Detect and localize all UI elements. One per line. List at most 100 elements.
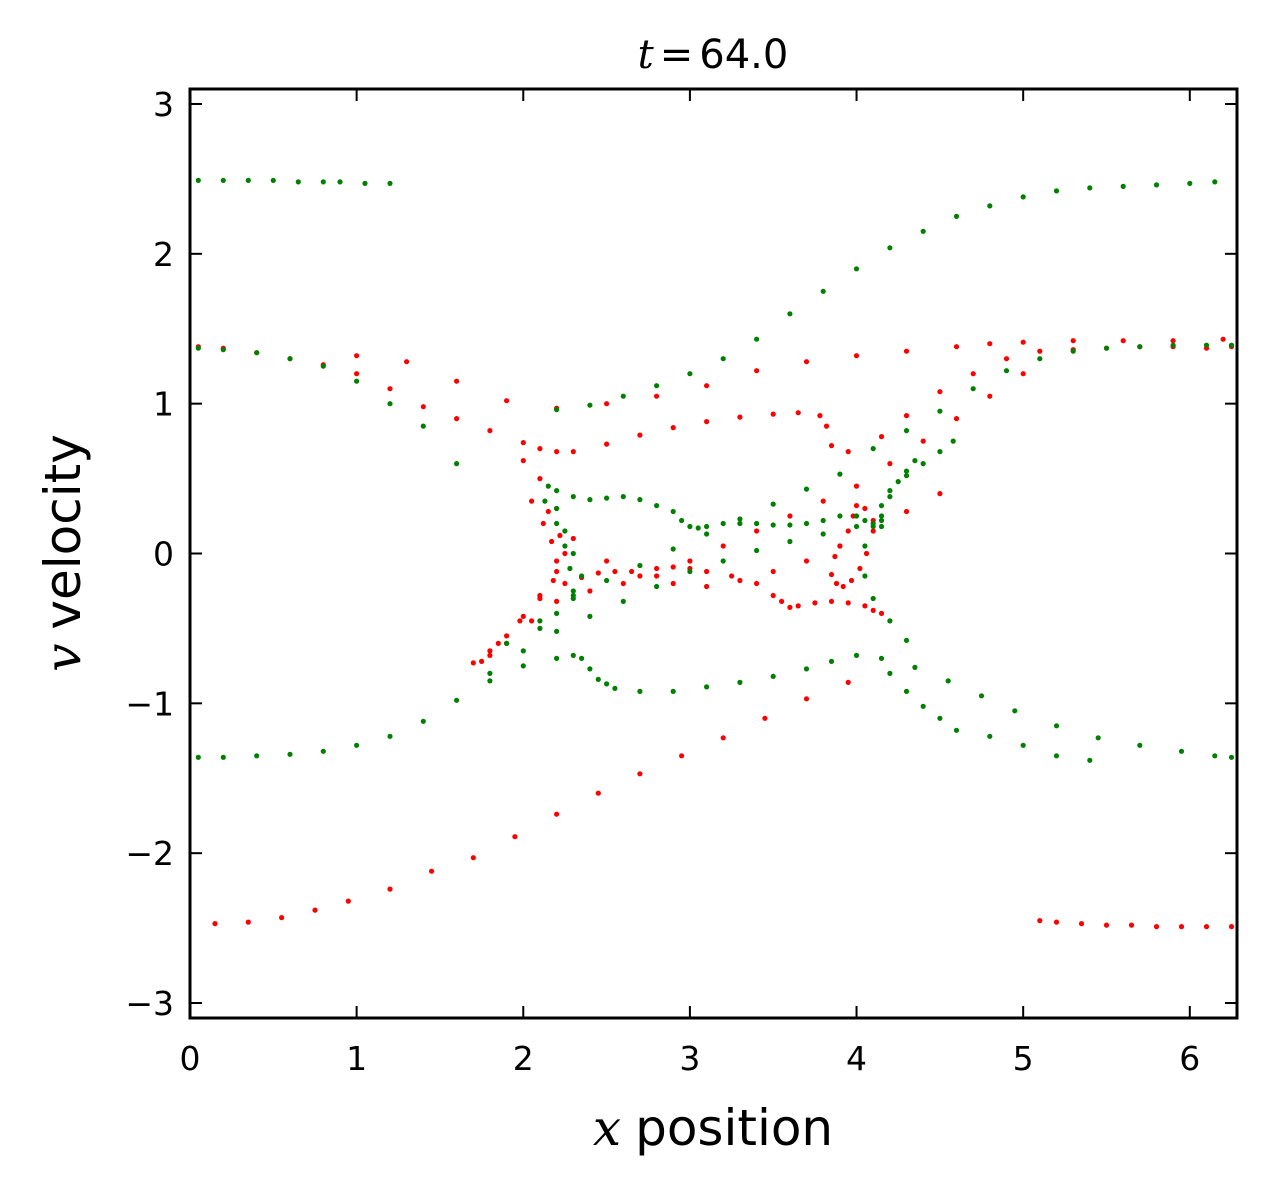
x-tick-label: 3 [679, 1039, 700, 1078]
point-red [853, 483, 860, 489]
point-green [920, 228, 926, 234]
point-red [470, 660, 476, 666]
scatter-points [195, 177, 1235, 930]
point-red [845, 679, 851, 686]
point-red [762, 715, 768, 721]
point-red [737, 414, 743, 420]
point-green [720, 356, 726, 362]
point-red [720, 543, 726, 549]
point-green [754, 336, 760, 342]
point-red [704, 568, 710, 575]
point-red [570, 535, 576, 542]
point-red [537, 592, 543, 599]
point-red [537, 446, 543, 452]
point-green [595, 676, 601, 683]
point-green [704, 684, 710, 690]
point-red [1170, 338, 1176, 344]
point-red [554, 598, 560, 605]
point-green [620, 494, 626, 500]
point-green [1012, 708, 1018, 714]
point-green [620, 598, 626, 605]
point-red [279, 915, 285, 921]
point-green [912, 458, 918, 464]
point-red [595, 570, 601, 576]
point-red [604, 558, 610, 564]
point-green [828, 658, 835, 665]
point-red [853, 503, 860, 509]
point-red [862, 505, 868, 512]
point-red [587, 588, 593, 594]
point-green [912, 664, 918, 671]
point-green [254, 350, 260, 356]
point-red [903, 413, 910, 419]
point-green [754, 520, 760, 527]
point-red [779, 598, 785, 605]
point-green [878, 517, 885, 524]
point-green [612, 685, 618, 692]
point-green [487, 670, 493, 677]
point-green [195, 754, 201, 760]
point-green [587, 497, 593, 503]
point-red [853, 353, 860, 359]
point-red [820, 498, 826, 504]
point-green [570, 494, 576, 500]
point-red [512, 834, 518, 840]
y-axis-text: velocity [34, 434, 92, 629]
point-green [554, 655, 560, 662]
point-red [803, 359, 810, 365]
point-green [520, 663, 526, 669]
point-green [687, 371, 693, 377]
point-green [687, 568, 693, 575]
point-green [570, 595, 576, 602]
point-red [654, 573, 660, 579]
point-green [387, 733, 393, 739]
point-red [387, 386, 393, 392]
point-green [670, 546, 676, 552]
point-green [1212, 179, 1218, 185]
y-tick-label: −1 [125, 684, 174, 723]
point-red [887, 461, 893, 467]
point-red [550, 577, 556, 584]
point-red [1103, 922, 1110, 928]
point-green [695, 525, 701, 531]
point-green [870, 523, 876, 530]
point-red [354, 353, 360, 359]
point-red [823, 423, 830, 429]
title-equals: = [660, 32, 694, 78]
point-green [337, 179, 343, 185]
point-green [950, 438, 956, 444]
point-green [637, 497, 643, 503]
point-red [312, 907, 318, 913]
point-red [345, 898, 351, 904]
point-green [704, 523, 710, 530]
point-red [787, 513, 793, 519]
point-red [720, 735, 726, 741]
point-red [637, 573, 643, 579]
point-green [1137, 742, 1143, 748]
point-green [1053, 723, 1060, 729]
point-red [540, 520, 546, 527]
point-red [729, 573, 735, 579]
point-green [853, 513, 860, 519]
point-red [1220, 336, 1226, 342]
point-green [554, 407, 560, 413]
x-tick-label: 1 [346, 1039, 367, 1078]
point-green [420, 718, 426, 724]
point-red [953, 416, 960, 422]
point-green [870, 595, 876, 602]
point-green [1178, 748, 1185, 754]
point-green [737, 520, 743, 527]
point-green [1003, 368, 1010, 374]
point-green [320, 179, 326, 185]
point-red [517, 618, 523, 624]
point-green [554, 505, 560, 512]
point-red [520, 440, 526, 446]
point-green [542, 498, 548, 504]
point-red [903, 508, 910, 515]
x-axis-label: x position [593, 1099, 833, 1157]
point-green [903, 637, 910, 644]
y-tick-label: 2 [153, 235, 174, 274]
point-red [1153, 924, 1160, 930]
point-red [549, 538, 555, 545]
point-green [354, 378, 360, 384]
